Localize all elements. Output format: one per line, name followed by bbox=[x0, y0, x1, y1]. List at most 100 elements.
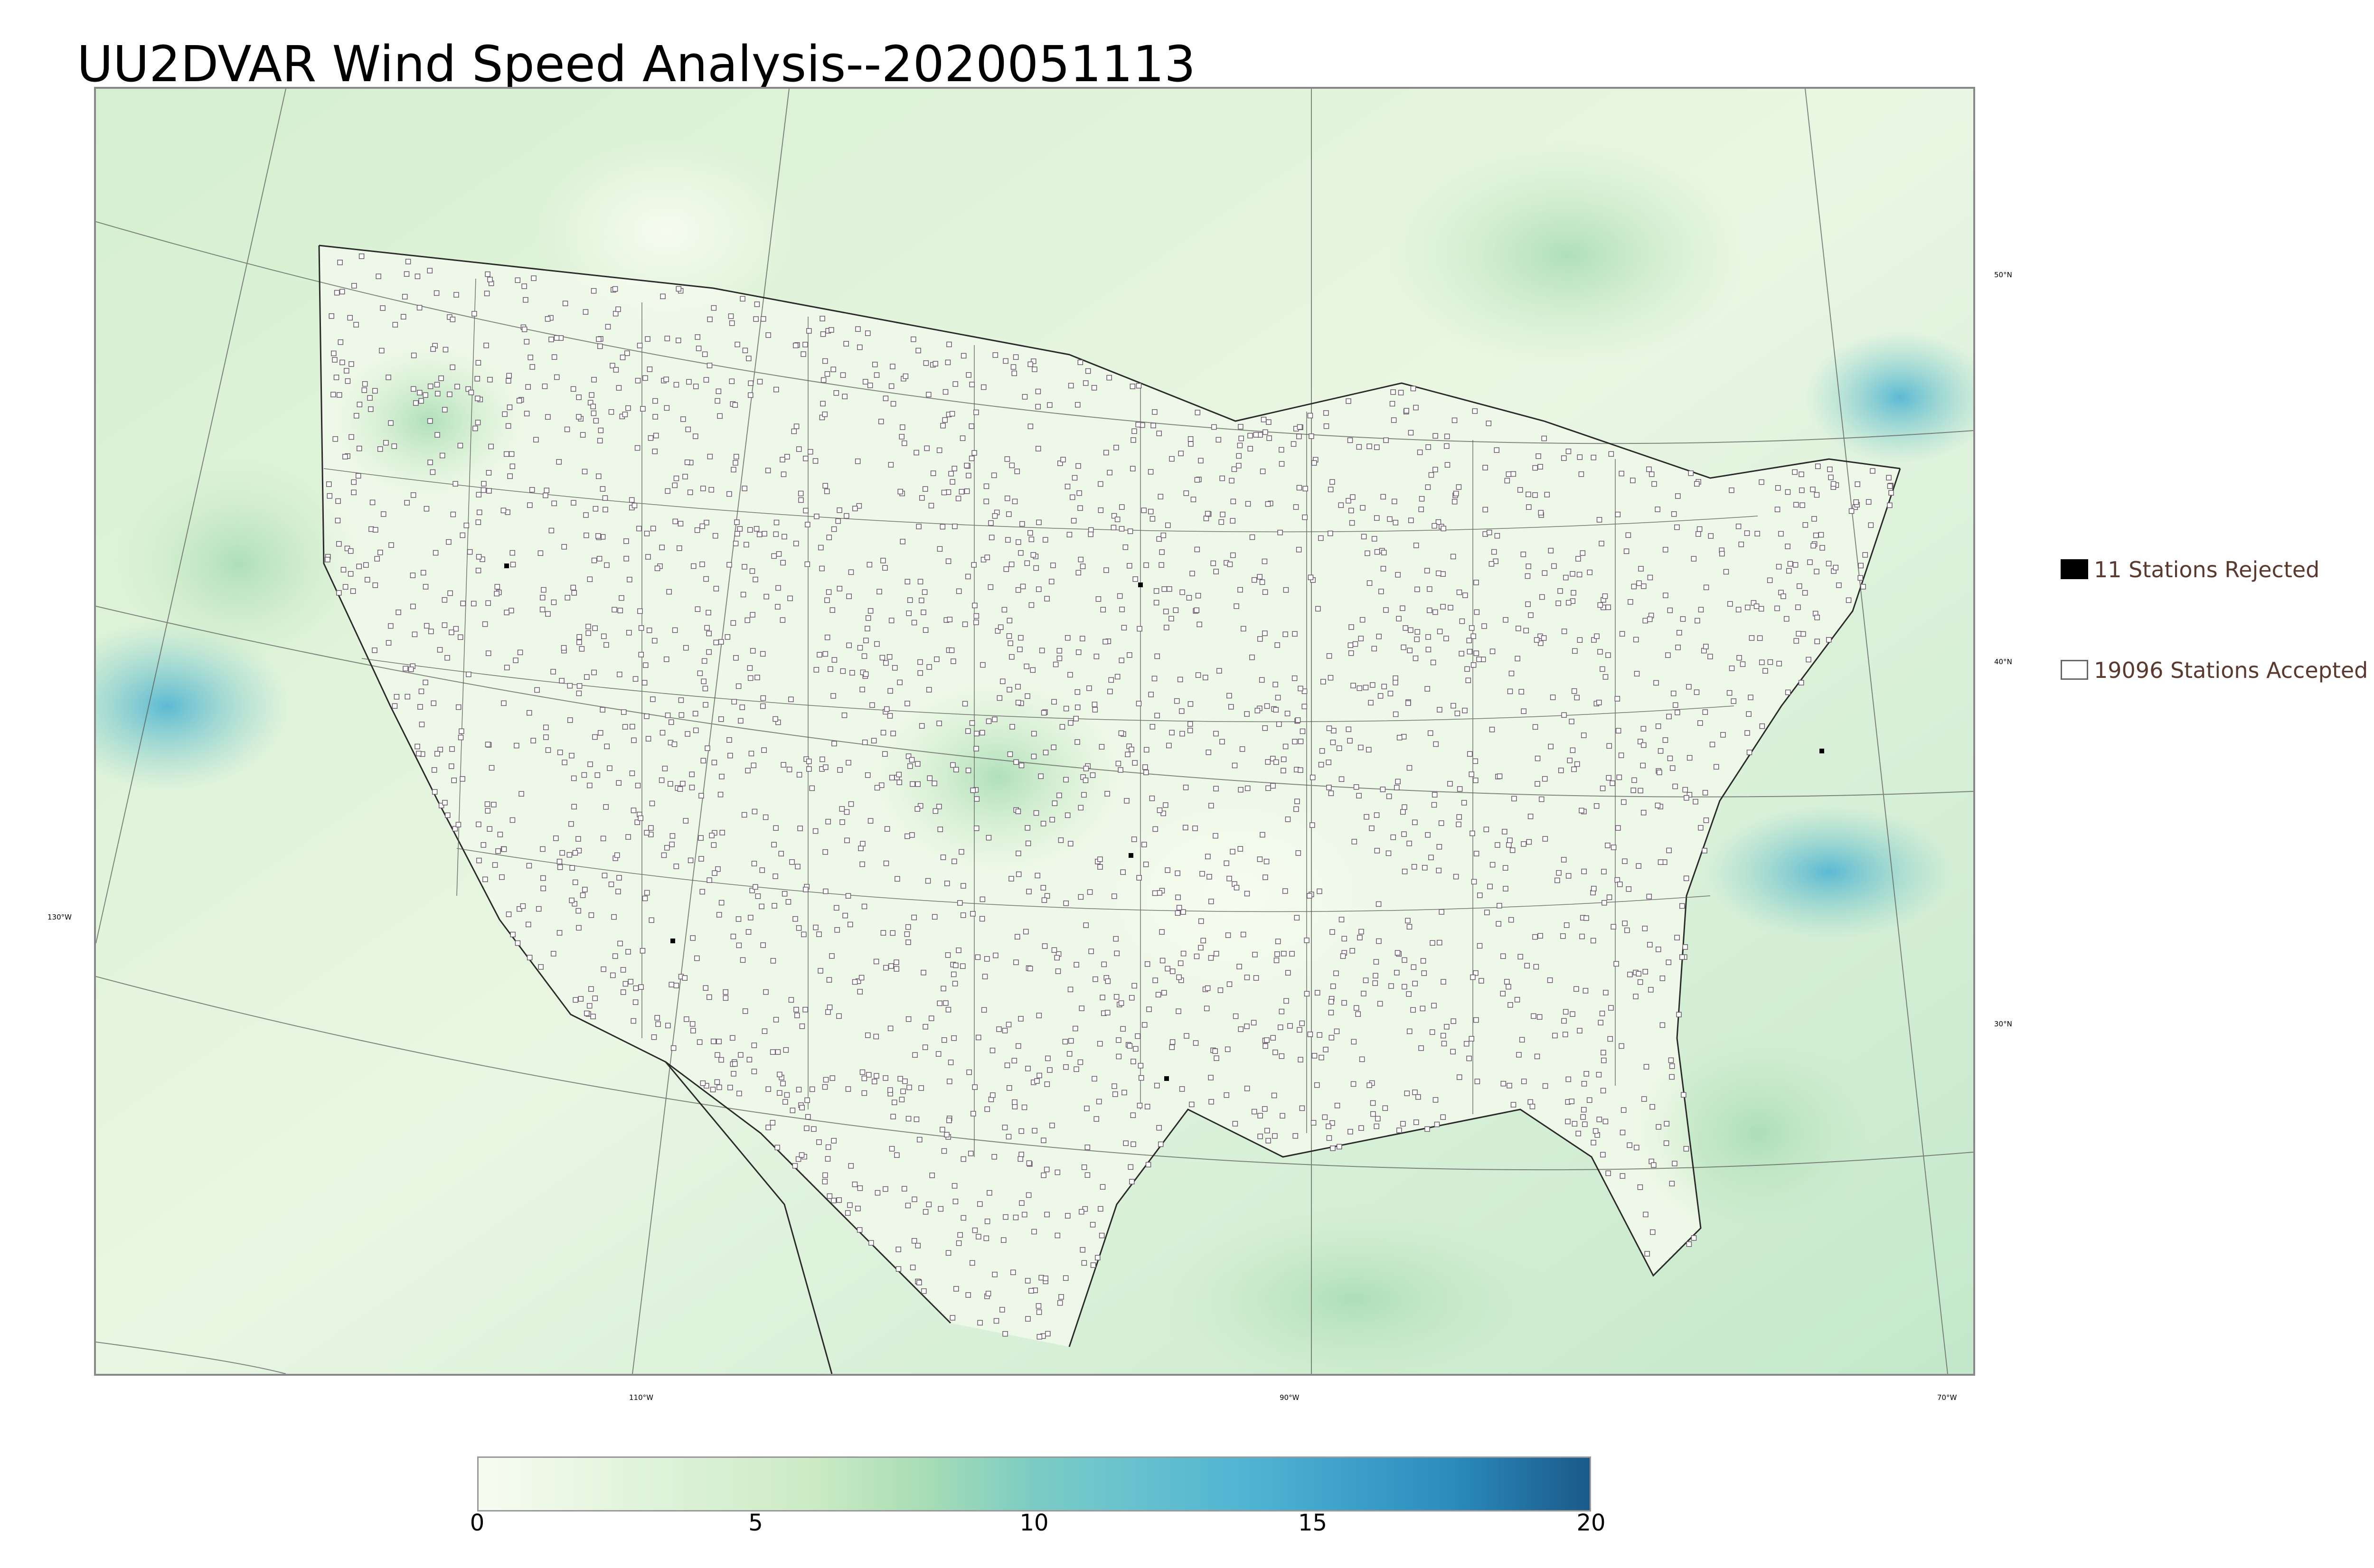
station-accepted-marker bbox=[1137, 1103, 1143, 1108]
station-accepted-marker bbox=[887, 1025, 894, 1032]
station-accepted-marker bbox=[845, 1210, 851, 1216]
station-accepted-marker bbox=[839, 806, 845, 812]
station-accepted-marker bbox=[1065, 635, 1071, 641]
station-accepted-marker bbox=[1593, 803, 1600, 809]
station-accepted-marker bbox=[1156, 536, 1162, 542]
station-accepted-marker bbox=[1251, 1020, 1257, 1026]
station-accepted-marker bbox=[438, 376, 444, 381]
station-accepted-marker bbox=[460, 601, 466, 606]
station-accepted-marker bbox=[959, 849, 964, 855]
station-accepted-marker bbox=[988, 584, 994, 590]
station-accepted-marker bbox=[434, 751, 440, 757]
station-accepted-marker bbox=[1338, 917, 1345, 922]
station-accepted-marker bbox=[1273, 759, 1279, 765]
station-accepted-marker bbox=[1091, 385, 1097, 391]
lon-label-70w: 70°W bbox=[1937, 1393, 1957, 1402]
station-accepted-marker bbox=[1536, 1014, 1543, 1020]
station-accepted-marker bbox=[1729, 666, 1735, 671]
station-accepted-marker bbox=[622, 724, 628, 730]
station-accepted-marker bbox=[1160, 810, 1166, 817]
colorbar-tick: 15 bbox=[1298, 1510, 1328, 1536]
station-accepted-marker bbox=[740, 296, 745, 302]
station-accepted-marker bbox=[1048, 579, 1055, 584]
station-accepted-marker bbox=[1799, 502, 1805, 508]
station-accepted-marker bbox=[1502, 829, 1507, 835]
station-accepted-marker bbox=[1380, 494, 1386, 500]
station-accepted-marker bbox=[1154, 1082, 1160, 1089]
station-accepted-marker bbox=[1377, 1001, 1383, 1007]
station-accepted-marker bbox=[1581, 732, 1587, 738]
station-accepted-marker bbox=[997, 695, 1003, 701]
station-accepted-marker bbox=[1833, 564, 1839, 571]
station-accepted-marker bbox=[804, 561, 810, 567]
station-accepted-marker bbox=[1228, 704, 1234, 710]
station-accepted-marker bbox=[654, 565, 660, 572]
station-accepted-marker bbox=[1521, 1079, 1527, 1084]
station-accepted-marker bbox=[915, 347, 921, 354]
station-rejected-marker bbox=[670, 939, 675, 943]
station-accepted-marker bbox=[917, 1136, 923, 1143]
station-accepted-marker bbox=[527, 955, 533, 960]
station-accepted-marker bbox=[689, 1021, 696, 1027]
station-accepted-marker bbox=[442, 407, 448, 413]
station-accepted-marker bbox=[571, 775, 577, 781]
station-accepted-marker bbox=[1600, 1152, 1606, 1158]
station-accepted-marker bbox=[736, 1090, 742, 1097]
station-accepted-marker bbox=[883, 395, 889, 401]
station-accepted-marker bbox=[1077, 1059, 1083, 1065]
station-accepted-marker bbox=[1631, 777, 1637, 783]
station-accepted-marker bbox=[1009, 462, 1015, 469]
station-accepted-marker bbox=[965, 573, 971, 580]
station-accepted-marker bbox=[557, 864, 563, 870]
station-accepted-marker bbox=[1030, 667, 1036, 673]
station-accepted-marker bbox=[1012, 1104, 1018, 1109]
station-accepted-marker bbox=[1444, 1024, 1450, 1030]
station-accepted-marker bbox=[951, 971, 957, 977]
station-accepted-marker bbox=[1006, 511, 1012, 517]
station-accepted-marker bbox=[1165, 966, 1170, 972]
station-accepted-marker bbox=[1175, 910, 1181, 916]
station-accepted-marker bbox=[1596, 1117, 1602, 1122]
station-accepted-marker bbox=[1793, 638, 1799, 644]
station-accepted-marker bbox=[1470, 662, 1477, 668]
station-accepted-marker bbox=[1078, 894, 1084, 900]
station-accepted-marker bbox=[1641, 1096, 1647, 1102]
station-accepted-marker bbox=[644, 714, 650, 719]
station-accepted-marker bbox=[760, 703, 766, 709]
station-accepted-marker bbox=[1218, 519, 1225, 525]
station-accepted-marker bbox=[1264, 1127, 1270, 1134]
station-accepted-marker bbox=[966, 372, 971, 378]
station-accepted-marker bbox=[570, 584, 576, 591]
station-accepted-marker bbox=[921, 610, 926, 615]
station-accepted-marker bbox=[1328, 790, 1334, 796]
station-accepted-marker bbox=[973, 746, 979, 751]
station-accepted-marker bbox=[949, 648, 955, 653]
station-accepted-marker bbox=[925, 878, 931, 884]
station-accepted-marker bbox=[1007, 751, 1013, 757]
station-accepted-marker bbox=[579, 646, 585, 652]
station-accepted-marker bbox=[336, 541, 342, 547]
station-accepted-marker bbox=[1060, 457, 1066, 462]
station-accepted-marker bbox=[477, 509, 482, 516]
station-accepted-marker bbox=[836, 1197, 842, 1203]
station-accepted-marker bbox=[734, 519, 740, 525]
station-accepted-marker bbox=[969, 423, 974, 429]
station-accepted-marker bbox=[1244, 785, 1251, 791]
station-accepted-marker bbox=[1802, 590, 1808, 596]
station-accepted-marker bbox=[857, 645, 863, 651]
station-accepted-marker bbox=[597, 730, 603, 736]
station-accepted-marker bbox=[1238, 787, 1244, 793]
station-accepted-marker bbox=[595, 533, 601, 539]
station-accepted-marker bbox=[910, 1265, 916, 1270]
station-accepted-marker bbox=[837, 586, 843, 592]
station-accepted-marker bbox=[1402, 957, 1407, 963]
station-accepted-marker bbox=[778, 851, 784, 856]
station-accepted-marker bbox=[1011, 1058, 1017, 1064]
station-accepted-marker bbox=[1363, 977, 1369, 983]
station-accepted-marker bbox=[973, 409, 979, 415]
station-accepted-marker bbox=[1328, 487, 1334, 492]
station-accepted-marker bbox=[859, 861, 865, 867]
station-accepted-marker bbox=[1393, 680, 1398, 685]
station-accepted-marker bbox=[1431, 1003, 1437, 1009]
station-accepted-marker bbox=[475, 519, 481, 525]
